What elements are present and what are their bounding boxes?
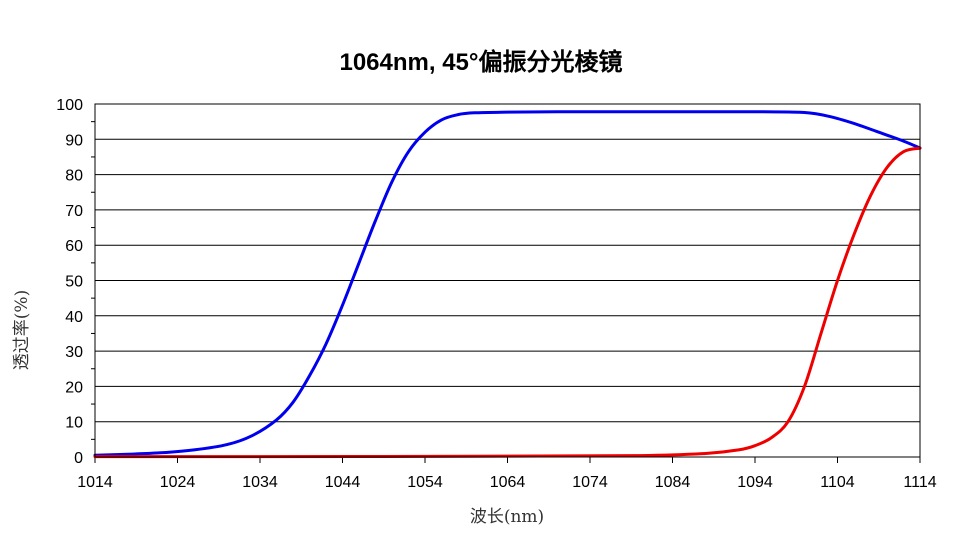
x-tick-label: 1014 [77, 474, 113, 491]
x-tick-label: 1084 [655, 474, 691, 491]
x-tick-label: 1114 [903, 474, 936, 491]
y-tick-label: 50 [65, 274, 83, 291]
y-tick-label: 30 [65, 344, 83, 361]
y-tick-label: 70 [65, 203, 83, 220]
x-tick-label: 1054 [407, 474, 443, 491]
x-axis-label: 波长(nm) [470, 507, 544, 527]
x-tick-label: 1044 [325, 474, 361, 491]
x-axis-ticks: 1014 1024 1034 1044 1054 1064 1074 1084 1094 1104… [77, 457, 937, 491]
y-tick-label: 100 [56, 97, 83, 114]
y-tick-label: 10 [65, 415, 83, 432]
y-tick-label: 0 [74, 450, 83, 467]
x-tick-label: 1024 [160, 474, 196, 491]
y-tick-label: 80 [65, 168, 83, 185]
x-tick-label: 1074 [572, 474, 608, 491]
x-tick-label: 1064 [490, 474, 526, 491]
y-tick-label: 20 [65, 379, 83, 396]
y-tick-label: 40 [65, 309, 83, 326]
y-axis-label: 透过率(%) [12, 290, 32, 370]
y-tick-label: 60 [65, 238, 83, 255]
x-tick-label: 1104 [820, 474, 855, 491]
plot-frame [94, 103, 921, 458]
series-line-1 [93, 110, 922, 457]
y-axis-ticks: 0 10 20 30 40 50 60 70 80 90 100 [56, 97, 95, 467]
y-tick-label: 90 [65, 132, 83, 149]
series-lines [93, 110, 922, 459]
series-line-2 [93, 146, 922, 459]
x-tick-label: 1094 [737, 474, 773, 491]
chart-title: 1064nm, 45°偏振分光棱镜 [339, 48, 622, 76]
x-tick-label: 1034 [242, 474, 278, 491]
